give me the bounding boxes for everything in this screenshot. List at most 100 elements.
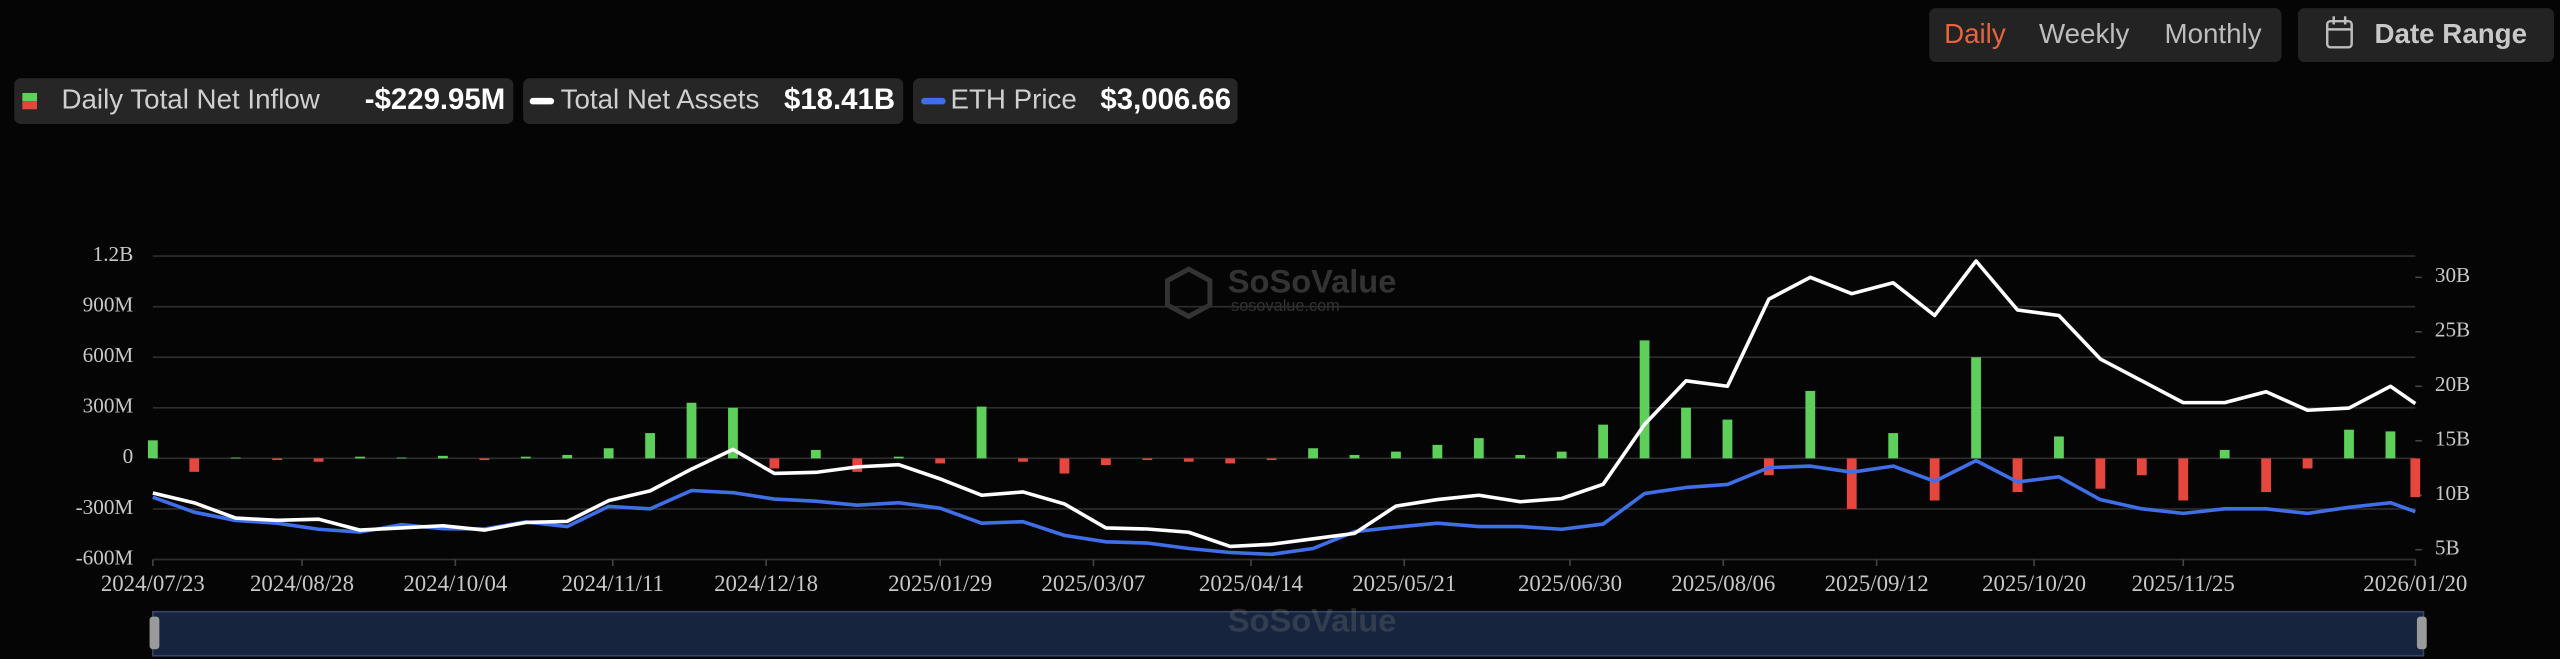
bar [1225,458,1236,464]
y2-tick-label: 20B [2435,372,2470,396]
y-tick-label: 0 [123,444,134,468]
bar [230,457,241,459]
bar [645,433,655,459]
period-toggle [1929,8,2282,62]
bar [1515,454,1526,459]
bar [2136,458,2147,476]
legend-label: Daily Total Net Inflow [62,83,321,114]
date-range-button[interactable] [2297,8,2554,62]
legend-value: $3,006.66 [1100,83,1231,116]
bar [1722,419,1733,459]
legend-item[interactable] [912,78,1238,124]
bar [686,402,697,459]
y-tick-label: 600M [83,343,134,367]
legend-label: Total Net Assets [561,83,760,114]
bar [728,407,738,459]
x-tick-label: 2025/09/12 [1825,571,1929,596]
x-tick-label: 2025/11/25 [2132,571,2235,596]
bar [1101,458,1111,466]
bar [2219,449,2230,459]
bar [2054,436,2064,459]
bar [893,456,904,459]
legend-value: -$229.95M [365,83,505,116]
bar [2095,458,2106,489]
bar [976,406,987,459]
x-tick-label: 2025/04/14 [1199,571,1304,596]
x-tick-label: 2026/01/20 [2363,571,2467,596]
bar [1681,407,1691,459]
bar [1391,451,1401,459]
bar [1432,444,1443,459]
daily-button[interactable]: Daily [1944,18,2006,49]
bar [355,456,365,459]
bar [2261,458,2272,493]
bar [2012,458,2023,493]
x-tick-label: 2025/10/20 [1982,571,2086,596]
bar [1183,458,1194,462]
x-tick-label: 2024/11/11 [562,571,664,596]
bar [1598,424,1609,459]
legend-item[interactable] [14,78,514,124]
bar [562,454,573,459]
x-tick-label: 2025/08/06 [1671,571,1775,596]
y2-tick-label: 5B [2435,536,2460,560]
y2-tick-label: 25B [2435,318,2470,342]
bar [1473,438,1484,459]
legend-label: ETH Price [951,83,1077,114]
x-tick-label: 2025/06/30 [1518,571,1622,596]
calendar-icon [2325,16,2353,49]
bar [769,458,780,469]
y2-tick-label: 15B [2435,427,2470,451]
bar [1059,458,1070,474]
y-tick-label: -300M [76,495,134,519]
bar [1805,390,1816,459]
bar [479,458,490,461]
bar [520,456,531,459]
navigator-handle[interactable] [149,616,160,650]
bar [1556,451,1567,459]
weekly-button[interactable]: Weekly [2039,18,2130,49]
bar [2344,429,2354,459]
watermark-brand: SoSoValue [1228,602,1397,639]
bar [1349,454,1360,459]
bar [189,458,200,472]
bar [1142,458,1153,461]
legend-item[interactable] [523,78,904,124]
x-tick-label: 2024/08/28 [250,571,354,596]
y-tick-label: 900M [83,293,134,317]
bar [1266,458,1277,461]
bar [1018,458,1028,462]
bar [147,440,158,459]
bar [1971,357,1981,459]
bar [2385,431,2396,459]
legend-icon [22,92,38,102]
bar [810,449,821,459]
monthly-button[interactable]: Monthly [2165,18,2262,49]
legend-value: $18.41B [784,83,895,116]
x-tick-label: 2025/05/21 [1352,571,1456,596]
bar [1639,340,1650,459]
bar [396,457,407,459]
x-tick-label: 2025/01/29 [888,571,992,596]
bar [2178,458,2189,501]
legend-icon [22,101,38,110]
y2-tick-label: 10B [2435,481,2470,505]
bar [2302,458,2313,469]
line [152,259,2417,549]
y-tick-label: -600M [76,545,134,569]
bar [1888,433,1899,459]
x-tick-label: 2024/10/04 [403,571,508,596]
bar [603,448,614,459]
x-tick-label: 2025/03/07 [1041,571,1145,596]
bar [935,458,946,464]
bar [272,458,283,461]
y2-tick-label: 30B [2435,263,2470,287]
plot-area: -600M -300M 0 300M 600M 900M 1.2B 5B 10B 15B 20B 25… [76,242,2471,596]
bar [1846,458,1857,509]
bar [1308,448,1318,459]
navigator-handle[interactable] [2416,616,2427,650]
date-range-label[interactable]: Date Range [2375,18,2528,49]
x-tick-label: 2024/12/18 [714,571,818,596]
